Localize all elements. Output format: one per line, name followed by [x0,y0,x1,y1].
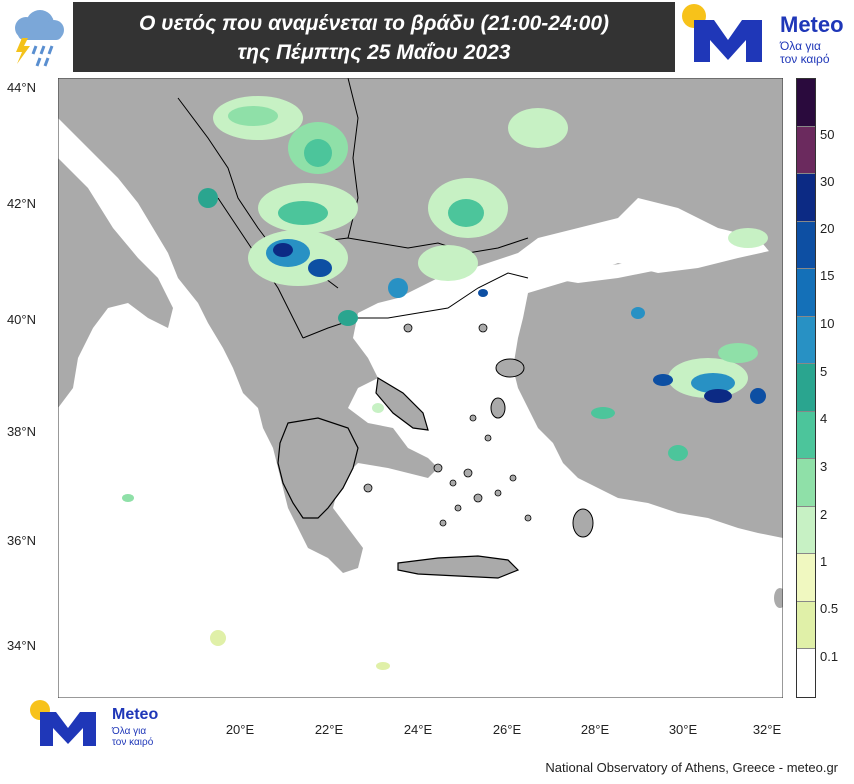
colorbar-swatch [797,459,815,507]
colorbar-label: 0.5 [820,601,839,616]
lat-label-44: 44°N [6,80,36,95]
colorbar-swatch [797,174,815,222]
lat-label-40: 40°N [6,312,36,327]
cyclades-islands [363,323,532,527]
lat-label-42: 42°N [6,196,36,211]
meteo-logo-top: Meteo Όλα για τον καιρό [680,2,852,74]
lat-label-34: 34°N [6,638,36,653]
colorbar-label: 15 [820,268,835,283]
italy-landmass [58,158,173,408]
turkey-landmass [513,248,783,538]
lesvos-island [495,358,525,378]
colorbar-swatch [797,269,815,317]
colorbar-label: 10 [820,316,835,331]
logo-name: Meteo [112,706,159,723]
meteo-logo-mark [682,4,762,62]
thunderstorm-rain-icon [2,2,72,72]
lon-label-24: 24°E [403,722,433,737]
crete-island [397,555,520,579]
lon-label-20: 20°E [225,722,255,737]
logo-name: Meteo [780,12,844,37]
colorbar-label: 50 [820,127,835,142]
logo-tagline-1: Όλα για [112,726,147,737]
colorbar-swatch [797,221,815,270]
title-line-1: Ο υετός που αναμένεται το βράδυ (21:00-2… [138,12,609,35]
colorbar-label: 0.1 [820,649,839,664]
colorbar-label: 30 [820,174,835,189]
colorbar-swatch [797,126,815,175]
rhodes-island [572,508,594,538]
title-banner: Ο υετός που αναμένεται το βράδυ (21:00-2… [73,2,675,72]
balkans-landmass [58,78,783,573]
colorbar-swatch [797,554,815,602]
colorbar-label: 4 [820,411,828,426]
colorbar-label: 1 [820,554,828,569]
colorbar-swatch [797,649,815,697]
logo-tagline-2: τον καιρό [780,52,830,66]
colorbar-swatch [797,316,815,365]
logo-tagline-1: Όλα για [780,39,821,53]
colorbar-swatch [797,601,815,650]
logo-tagline-2: τον καιρό [112,737,154,748]
lon-label-30: 30°E [668,722,698,737]
meteo-logo-bottom: Meteo Όλα για τον καιρό [28,698,170,754]
colorbar-label: 5 [820,364,828,379]
lat-label-36: 36°N [6,533,36,548]
peloponnese-landmass [277,417,359,519]
lat-label-38: 38°N [6,424,36,439]
colorbar-label: 3 [820,459,828,474]
evia-island [375,377,429,431]
precipitation-map [57,77,786,699]
lon-label-32: 32°E [752,722,782,737]
colorbar-swatch [797,506,815,555]
lon-label-28: 28°E [580,722,610,737]
marmara-sea [548,263,658,283]
colorbar-swatch [797,79,815,127]
colorbar-swatch [797,364,815,412]
precipitation-overlay [122,96,768,670]
colorbar-label: 20 [820,221,835,236]
lon-label-22: 22°E [314,722,344,737]
colorbar-label: 2 [820,507,828,522]
meteo-logo-mark [30,700,96,746]
title-line-2: της Πέμπτης 25 Μαΐου 2023 [237,41,511,64]
colorbar-swatch [797,411,815,460]
chios-island [490,397,506,419]
lon-label-26: 26°E [492,722,522,737]
colorbar [796,78,816,698]
source-credit: National Observatory of Athens, Greece -… [545,760,838,775]
